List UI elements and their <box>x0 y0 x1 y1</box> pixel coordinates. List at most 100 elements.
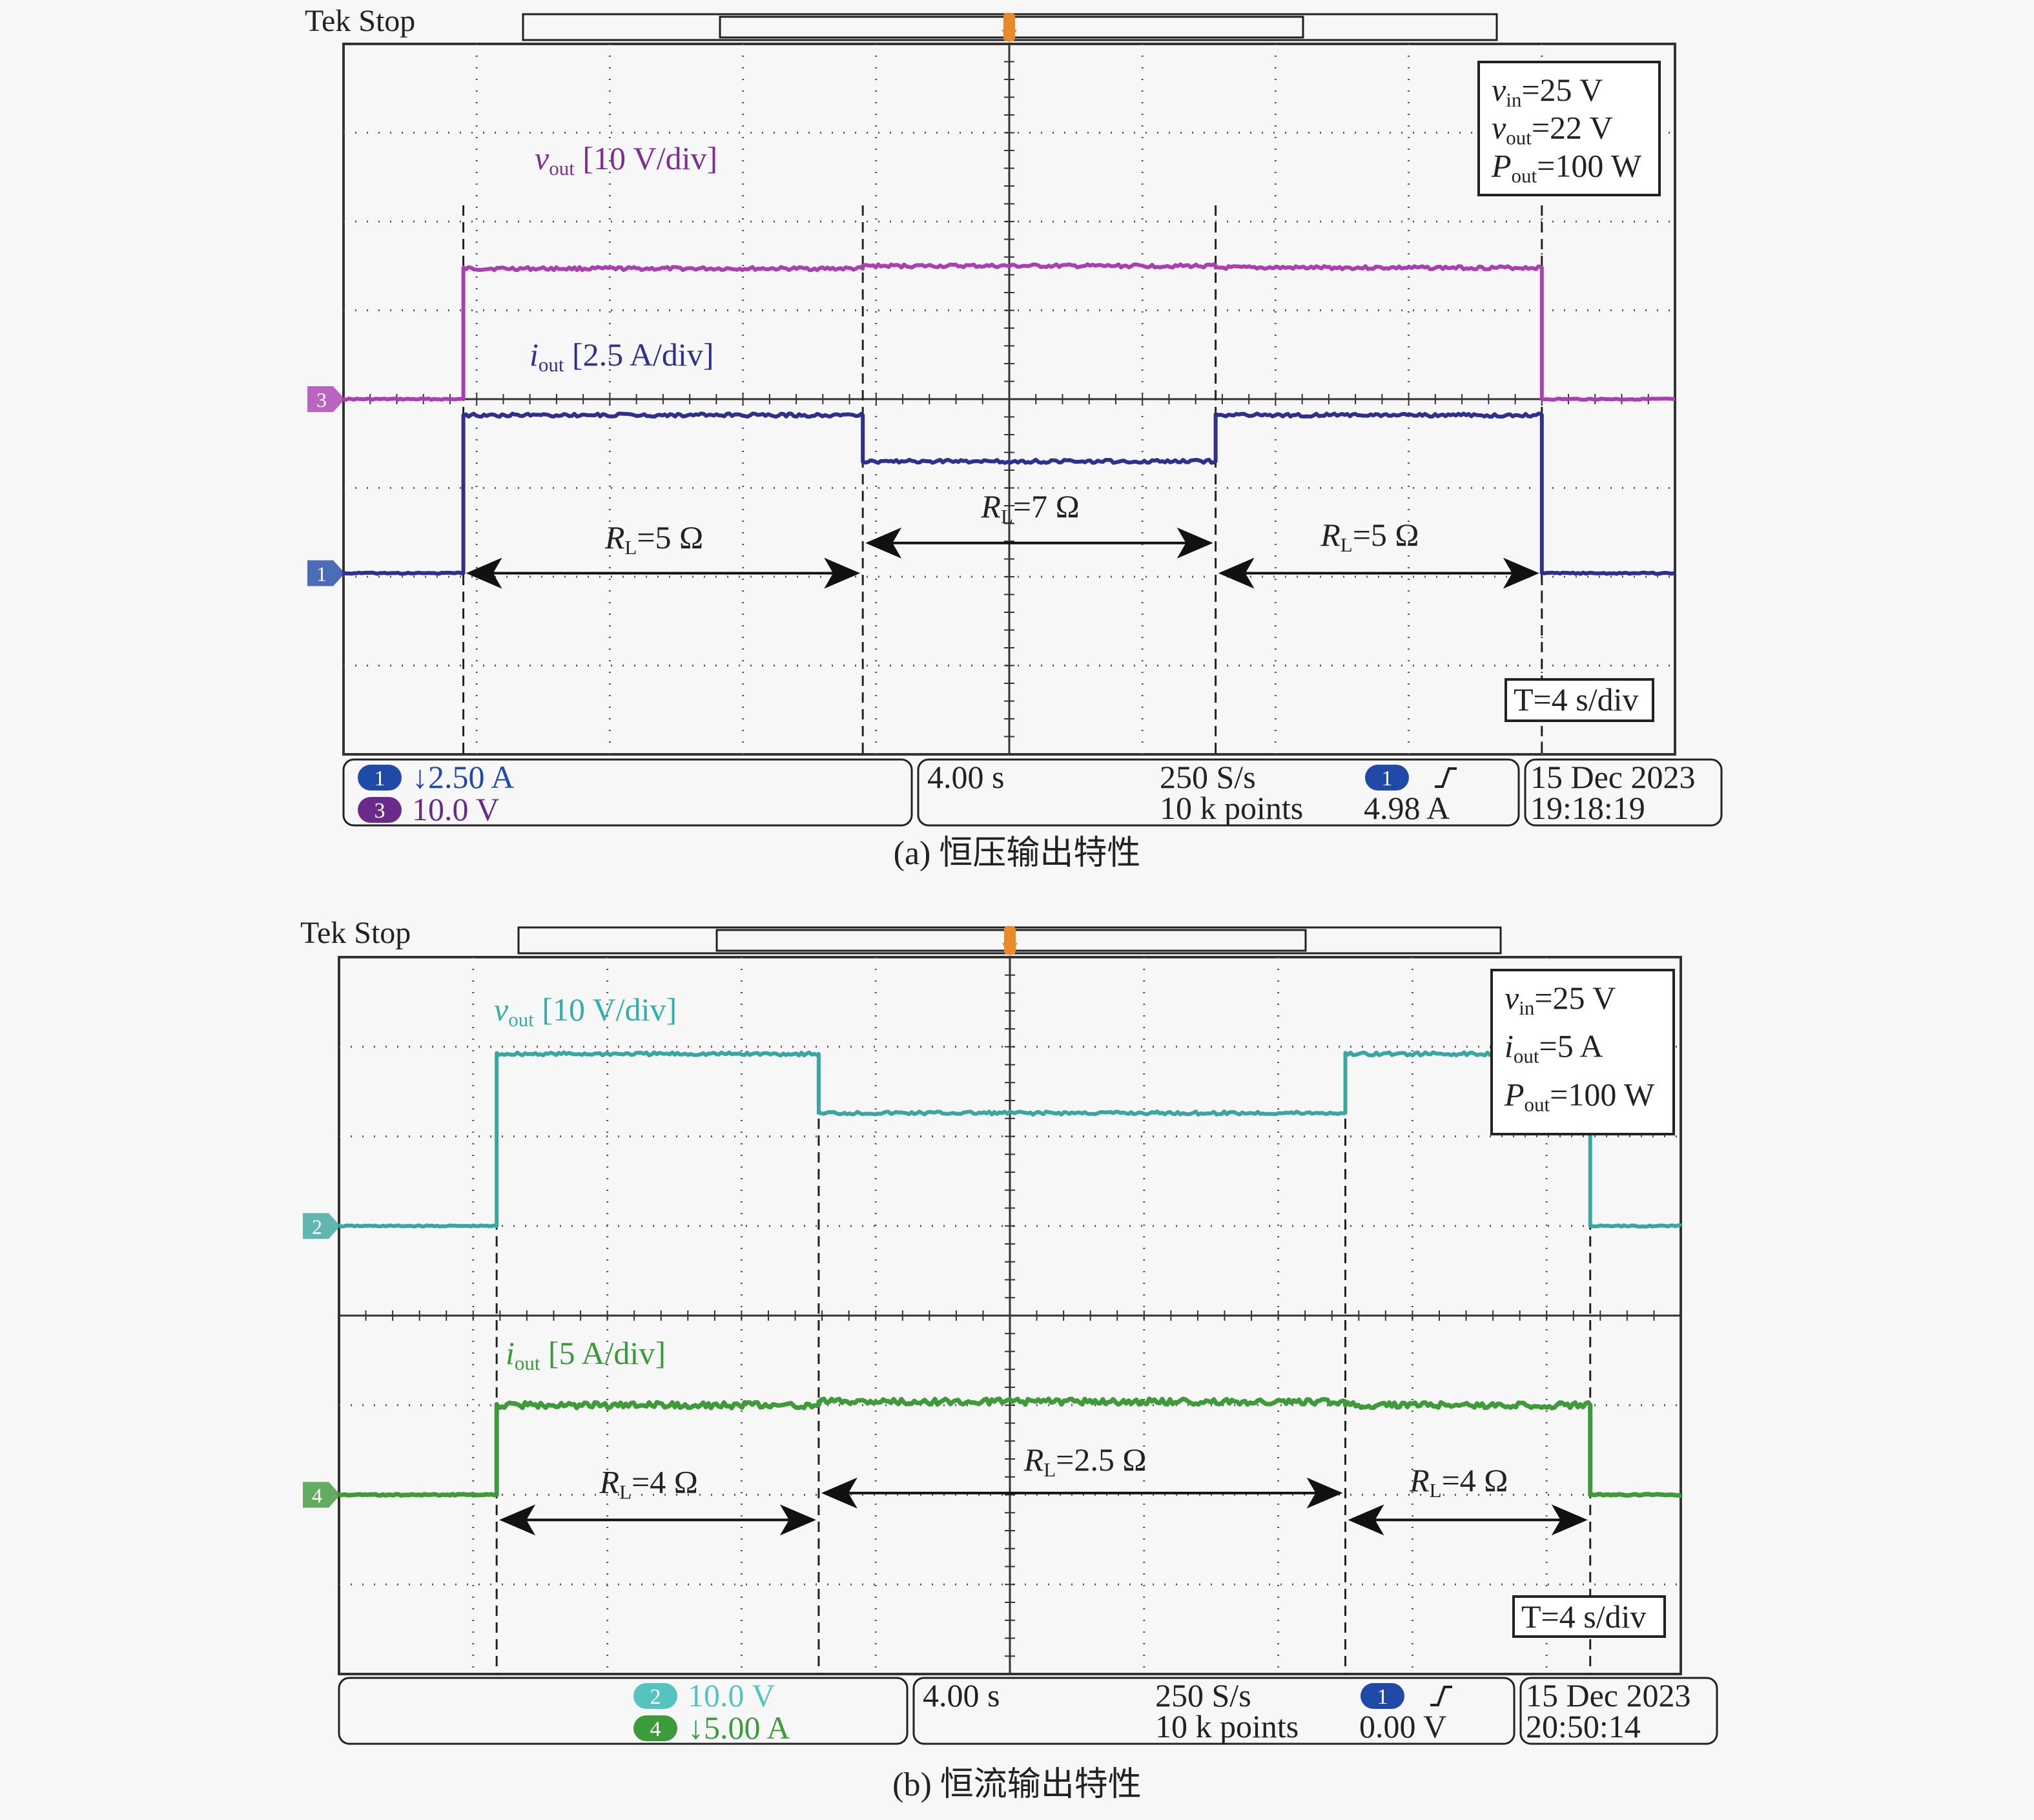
symbol: i <box>506 1335 515 1371</box>
scope-header: Tek Stop <box>300 916 411 950</box>
subscript: out <box>515 1352 540 1374</box>
region-load-label: RL=4 Ω <box>599 1464 698 1504</box>
panel-caption: (b) 恒流输出特性 <box>892 1766 1142 1803</box>
subscript: out <box>549 157 575 180</box>
trigger-channel-badge <box>1365 765 1409 791</box>
channel-ground-marker <box>307 560 345 586</box>
label-rest: [10 V/div] <box>534 991 677 1028</box>
subscript: in <box>1506 88 1522 111</box>
symbol: R <box>1409 1462 1430 1498</box>
subscript: in <box>1519 997 1535 1019</box>
label-rest: =22 V <box>1532 110 1613 146</box>
region-arrowhead-left <box>1218 557 1255 589</box>
sample-rate: 250 S/s <box>1155 1677 1251 1713</box>
channel-ground-marker <box>303 1482 340 1508</box>
region-load-label: RL=5 Ω <box>1320 517 1419 556</box>
condition-line: Pout=100 W <box>1491 147 1642 187</box>
channel-badge-number: 3 <box>375 799 385 823</box>
status-channel-box <box>338 1677 909 1745</box>
channel-badge <box>633 1683 677 1709</box>
channel-badge <box>633 1715 677 1741</box>
condition-line: Pout=100 W <box>1504 1076 1655 1115</box>
capture-time: 19:18:19 <box>1530 790 1645 826</box>
channel-scale-value: ↓2.50 A <box>412 759 514 795</box>
subscript: L <box>1430 1479 1442 1502</box>
symbol: v <box>1492 72 1506 108</box>
region-arrowhead-right <box>1176 527 1213 559</box>
region-arrowhead-right <box>824 557 861 589</box>
status-channel-box <box>342 758 913 827</box>
trigger-level: 0.00 V <box>1359 1708 1446 1744</box>
region-load-label: RL=2.5 Ω <box>1023 1442 1147 1481</box>
trigger-arrow-icon <box>1002 943 1018 956</box>
capture-time: 20:50:14 <box>1526 1708 1641 1744</box>
region-load-label: RL=7 Ω <box>980 488 1079 528</box>
channel-scale-value: 10.0 V <box>688 1677 775 1713</box>
symbol: R <box>980 488 1001 524</box>
channel-ground-marker-label: 2 <box>312 1215 322 1238</box>
subscript: out <box>1506 127 1532 149</box>
label-rest: =5 Ω <box>637 519 703 555</box>
condition-line: iout=5 A <box>1505 1028 1603 1068</box>
trace-teal <box>337 1050 1683 1229</box>
trace-label: vout [10 V/div] <box>535 140 717 180</box>
trace-label: iout [2.5 A/div] <box>529 336 714 376</box>
region-arrowhead-right <box>779 1504 816 1536</box>
time-scale-box <box>1512 1595 1666 1638</box>
trace-navy <box>342 411 1676 576</box>
label-rest: =100 W <box>1537 147 1642 183</box>
panel-caption: (a) 恒压输出特性 <box>894 835 1141 872</box>
region-arrowhead-left <box>466 557 502 589</box>
label-rest: [5 A/div] <box>540 1335 666 1371</box>
sample-rate: 250 S/s <box>1160 759 1256 795</box>
channel-ground-marker <box>303 1213 340 1239</box>
trace-green <box>336 1396 1683 1498</box>
channel-ground-marker-label: 1 <box>316 563 327 586</box>
subscript: L <box>1341 533 1353 556</box>
condition-line: vin=25 V <box>1505 980 1616 1019</box>
record-points: 10 k points <box>1155 1708 1299 1744</box>
scope-header: Tek Stop <box>305 4 415 38</box>
rising-edge-icon <box>1430 1686 1452 1706</box>
time-scale-label: T=4 s/div <box>1521 1598 1646 1635</box>
trace-label: iout [5 A/div] <box>506 1335 666 1374</box>
record-points: 10 k points <box>1160 790 1303 826</box>
status-datetime-box <box>1519 1677 1718 1745</box>
symbol: i <box>529 336 539 373</box>
label-rest: =7 Ω <box>1013 488 1080 524</box>
condition-line: vin=25 V <box>1492 72 1603 111</box>
label-rest: [10 V/div] <box>575 140 717 176</box>
channel-badge-number: 4 <box>650 1717 661 1741</box>
subscript: L <box>1043 1458 1056 1481</box>
symbol: v <box>535 140 550 176</box>
label-rest: =25 V <box>1534 980 1616 1016</box>
subscript: out <box>508 1008 534 1031</box>
symbol: R <box>1023 1442 1044 1478</box>
label-rest: =4 Ω <box>632 1464 698 1500</box>
symbol: R <box>599 1464 620 1500</box>
channel-scale-value: 10.0 V <box>412 791 499 827</box>
trigger-channel-number: 1 <box>1377 1685 1388 1709</box>
condition-line: vout=22 V <box>1492 110 1613 149</box>
label-rest: =25 V <box>1521 72 1603 108</box>
label-rest: =2.5 Ω <box>1056 1442 1146 1478</box>
channel-badge <box>358 765 402 791</box>
symbol: R <box>1320 517 1341 553</box>
subscript: out <box>1514 1045 1539 1068</box>
channel-scale-value: ↓5.00 A <box>688 1710 790 1746</box>
rising-edge-icon <box>1435 767 1457 788</box>
symbol: v <box>494 991 509 1028</box>
subscript: L <box>1001 505 1013 528</box>
status-datetime-box <box>1524 758 1723 827</box>
conditions-box <box>1490 969 1675 1135</box>
symbol: P <box>1504 1076 1525 1112</box>
symbol: R <box>604 519 625 555</box>
symbol: v <box>1505 980 1519 1016</box>
time-scale-label: T=4 s/div <box>1514 681 1638 718</box>
label-rest: =5 Ω <box>1353 517 1419 553</box>
timebase-value: 4.00 s <box>923 1677 1000 1713</box>
label-rest: =4 Ω <box>1442 1462 1508 1498</box>
subscript: out <box>539 353 564 376</box>
